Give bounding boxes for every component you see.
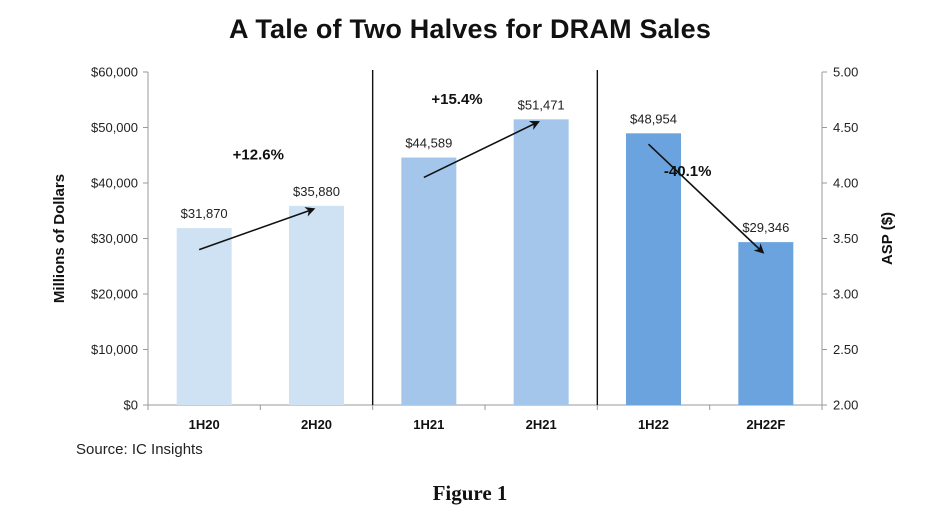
trend-arrow — [423, 120, 540, 179]
x-tick-label: 2H22F — [746, 417, 785, 432]
y-tick-label: $0 — [124, 398, 138, 413]
y-tick-label: $20,000 — [91, 287, 138, 302]
x-tick-label: 1H22 — [638, 417, 669, 432]
y-tick-label: $60,000 — [91, 65, 138, 80]
x-tick-label: 2H20 — [301, 417, 332, 432]
bar-1h21 — [401, 157, 457, 405]
y2-tick-label: 4.50 — [833, 120, 858, 135]
data-label: $35,880 — [293, 184, 340, 199]
trend-arrow — [647, 143, 765, 254]
y-tick-label: $40,000 — [91, 176, 138, 191]
chart-title: A Tale of Two Halves for DRAM Sales — [228, 14, 712, 44]
bar-1h20 — [176, 228, 232, 405]
source-note: Source: IC Insights — [76, 441, 203, 458]
bar-2h21 — [513, 119, 569, 406]
data-label: $31,870 — [181, 206, 228, 221]
data-label: $48,954 — [630, 111, 677, 126]
figure-caption: Figure 1 — [432, 481, 508, 505]
x-tick-label: 2H21 — [526, 417, 557, 432]
y-axis-title: Millions of Dollars — [51, 174, 68, 303]
bar-2h20 — [289, 205, 344, 405]
bar-2h22f — [738, 242, 794, 405]
trend-arrow — [198, 207, 316, 251]
y2-tick-label: 2.50 — [833, 342, 858, 357]
growth-annotation: +15.4% — [431, 91, 482, 108]
bar-1h22 — [626, 133, 681, 405]
y2-tick-label: 4.00 — [833, 176, 858, 191]
x-tick-label: 1H20 — [189, 417, 220, 432]
y2-tick-label: 5.00 — [833, 65, 858, 80]
data-label: $29,346 — [742, 220, 789, 235]
x-tick-label: 1H21 — [413, 417, 444, 432]
y-tick-label: $10,000 — [91, 342, 138, 357]
y2-tick-label: 2.00 — [833, 398, 858, 413]
growth-annotation: -40.1% — [664, 163, 712, 180]
y-tick-label: $50,000 — [91, 120, 138, 135]
data-label: $44,589 — [405, 136, 452, 151]
y2-axis-title: ASP ($) — [879, 212, 896, 265]
y2-tick-label: 3.00 — [833, 287, 858, 302]
y2-tick-label: 3.50 — [833, 231, 858, 246]
growth-annotation: +12.6% — [233, 147, 284, 164]
data-label: $51,471 — [518, 97, 565, 112]
y-tick-label: $30,000 — [91, 231, 138, 246]
